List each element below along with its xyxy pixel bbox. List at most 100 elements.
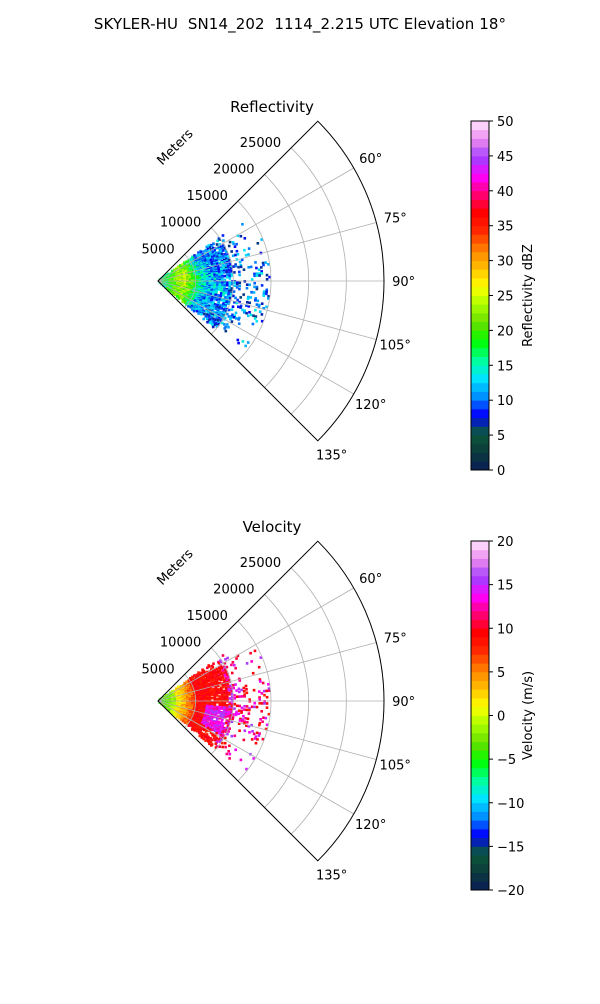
radar-bin [209, 293, 212, 296]
colorbar-tick-label: 15 [497, 359, 514, 374]
radar-bin [227, 315, 231, 318]
radar-bin [201, 265, 205, 269]
radar-bin [228, 691, 231, 695]
radar-bin [255, 274, 259, 277]
colorbar-tick-label: 20 [497, 324, 514, 339]
radar-bin [171, 712, 175, 715]
radar-bin [230, 687, 233, 690]
radar-bin [190, 728, 194, 731]
colorbar-tick-label: 10 [497, 622, 514, 637]
radar-bin [231, 254, 235, 258]
radar-bin [246, 297, 250, 301]
radar-bin [200, 286, 204, 290]
azimuth-gridline [157, 222, 377, 282]
colorbar-segment [471, 330, 489, 340]
radar-bin [213, 323, 217, 327]
radar-bin [231, 683, 235, 687]
radar-bin [221, 264, 225, 268]
colorbar-label: Velocity (m/s) [521, 671, 536, 760]
radar-bin [242, 293, 245, 296]
radar-bin [260, 319, 264, 323]
radar-bin [265, 723, 269, 727]
radar-bin [230, 288, 234, 292]
radar-bin [181, 719, 185, 723]
radar-bin [247, 712, 251, 715]
colorbar-segment [471, 636, 489, 647]
radar-bin [262, 292, 266, 295]
radar-bin [214, 712, 218, 715]
radar-bin [211, 682, 214, 686]
radar-bin [252, 757, 255, 760]
radar-bin [227, 290, 231, 294]
radar-bin [215, 287, 219, 291]
radar-bin [215, 271, 219, 275]
radar-bin [226, 703, 229, 707]
radar-bin [216, 319, 220, 322]
radar-bin [223, 707, 226, 711]
colorbar-tick-label: 25 [497, 290, 514, 305]
radar-bin [223, 674, 227, 677]
radar-bin [260, 284, 264, 287]
radar-bin [235, 286, 239, 289]
radar-bin [199, 250, 203, 254]
radar-bin [202, 675, 206, 679]
colorbar-segment [471, 654, 489, 664]
colorbar-segment [471, 558, 489, 568]
radar-bin [225, 690, 229, 694]
radar-bin [214, 246, 218, 250]
radar-bin [215, 731, 218, 735]
radar-bin [224, 295, 227, 299]
radar-bin [248, 698, 251, 701]
radar-bin [194, 256, 198, 259]
radar-bin [225, 291, 228, 295]
radar-bin [205, 680, 208, 683]
radar-bin [218, 298, 221, 301]
radar-bin [207, 315, 210, 319]
radar-bin [242, 714, 245, 718]
radar-bin [209, 266, 213, 269]
radar-bin [236, 234, 240, 238]
radar-bin [218, 740, 222, 743]
radar-bin [205, 737, 209, 741]
colorbar-segment [471, 593, 489, 603]
radar-bin [249, 313, 253, 317]
radar-bin [202, 304, 205, 308]
radar-bin [222, 722, 225, 725]
radar-bin [218, 288, 221, 291]
colorbar-segment [471, 461, 489, 471]
radar-bin [211, 703, 214, 706]
radar-bin [192, 309, 196, 313]
radar-bin [208, 698, 212, 702]
radar-bin [247, 253, 250, 256]
radar-bin [231, 305, 235, 308]
radar-bin [209, 301, 212, 304]
radar-bin [226, 715, 230, 718]
radar-bin [231, 698, 234, 702]
radar-bin [255, 731, 259, 735]
radar-bin [217, 678, 220, 681]
radar-bin [220, 691, 224, 694]
radar-bin [226, 283, 229, 287]
radar-bin [265, 290, 268, 294]
radar-bin [265, 292, 268, 296]
radar-bin [244, 684, 248, 688]
radar-bin [206, 320, 209, 324]
colorbar-segment [471, 645, 489, 655]
colorbar-tick-label: −10 [497, 797, 524, 812]
radar-bin [231, 717, 234, 721]
radar-bin [211, 325, 215, 329]
radar-bin [265, 706, 269, 709]
polar-frame [157, 120, 385, 442]
radar-bin [186, 722, 189, 725]
radar-bin [240, 695, 244, 698]
radar-bin [255, 272, 259, 275]
radar-bin [209, 316, 213, 319]
radar-bin [226, 295, 230, 298]
colorbar-segment [471, 741, 489, 751]
radar-bin [234, 264, 238, 268]
radar-bin [239, 265, 243, 269]
radar-bin [236, 654, 240, 658]
radar-bin [212, 258, 215, 262]
radar-bin [221, 745, 224, 749]
radar-bin [228, 701, 232, 704]
